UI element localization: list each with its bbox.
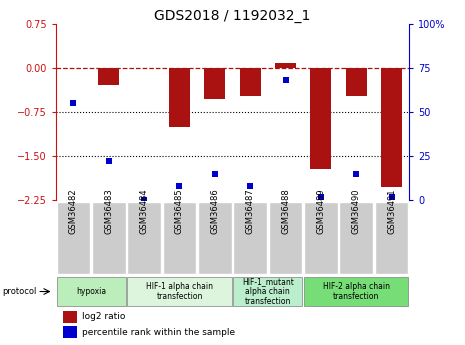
FancyBboxPatch shape (233, 201, 267, 275)
Bar (310, 68, 332, 169)
Point (282, 78, 289, 83)
Bar (275, 63, 296, 68)
Text: GSM36488: GSM36488 (281, 188, 290, 234)
Text: GSM36482: GSM36482 (69, 189, 78, 234)
FancyBboxPatch shape (304, 277, 408, 306)
FancyBboxPatch shape (57, 277, 126, 306)
Point (352, 171, 360, 177)
Point (70, 101, 77, 106)
FancyBboxPatch shape (163, 201, 196, 275)
Bar (345, 68, 367, 96)
Bar (98, 68, 120, 85)
Bar (204, 68, 226, 99)
FancyBboxPatch shape (339, 201, 373, 275)
FancyBboxPatch shape (375, 201, 408, 275)
FancyBboxPatch shape (127, 201, 161, 275)
Bar (381, 68, 402, 187)
FancyBboxPatch shape (127, 277, 232, 306)
Text: GSM36491: GSM36491 (387, 189, 396, 234)
Text: GSM36485: GSM36485 (175, 189, 184, 234)
Text: GSM36483: GSM36483 (104, 188, 113, 234)
Point (211, 171, 219, 177)
Point (176, 183, 183, 189)
Bar (169, 68, 190, 127)
FancyBboxPatch shape (198, 201, 232, 275)
Text: GSM36486: GSM36486 (210, 188, 219, 234)
Text: protocol: protocol (2, 287, 37, 296)
Text: hypoxia: hypoxia (76, 287, 106, 296)
Title: GDS2018 / 1192032_1: GDS2018 / 1192032_1 (154, 9, 311, 23)
Text: HIF-1_mutant
alpha chain
transfection: HIF-1_mutant alpha chain transfection (242, 277, 294, 306)
Point (140, 197, 148, 203)
FancyBboxPatch shape (304, 201, 338, 275)
Point (105, 159, 113, 164)
Point (317, 194, 325, 199)
Bar (63, 326, 77, 338)
Point (388, 194, 395, 199)
Text: GSM36484: GSM36484 (140, 189, 149, 234)
Point (246, 183, 254, 189)
Text: HIF-1 alpha chain
transfection: HIF-1 alpha chain transfection (146, 282, 213, 301)
FancyBboxPatch shape (92, 201, 126, 275)
Text: GSM36487: GSM36487 (246, 188, 255, 234)
FancyBboxPatch shape (269, 201, 302, 275)
Text: percentile rank within the sample: percentile rank within the sample (82, 327, 235, 337)
Text: HIF-2 alpha chain
transfection: HIF-2 alpha chain transfection (323, 282, 390, 301)
Bar (239, 68, 261, 96)
FancyBboxPatch shape (233, 277, 302, 306)
Text: GSM36490: GSM36490 (352, 189, 361, 234)
FancyBboxPatch shape (57, 201, 90, 275)
Text: log2 ratio: log2 ratio (82, 312, 126, 321)
Text: GSM36489: GSM36489 (316, 189, 326, 234)
Bar (63, 310, 77, 323)
